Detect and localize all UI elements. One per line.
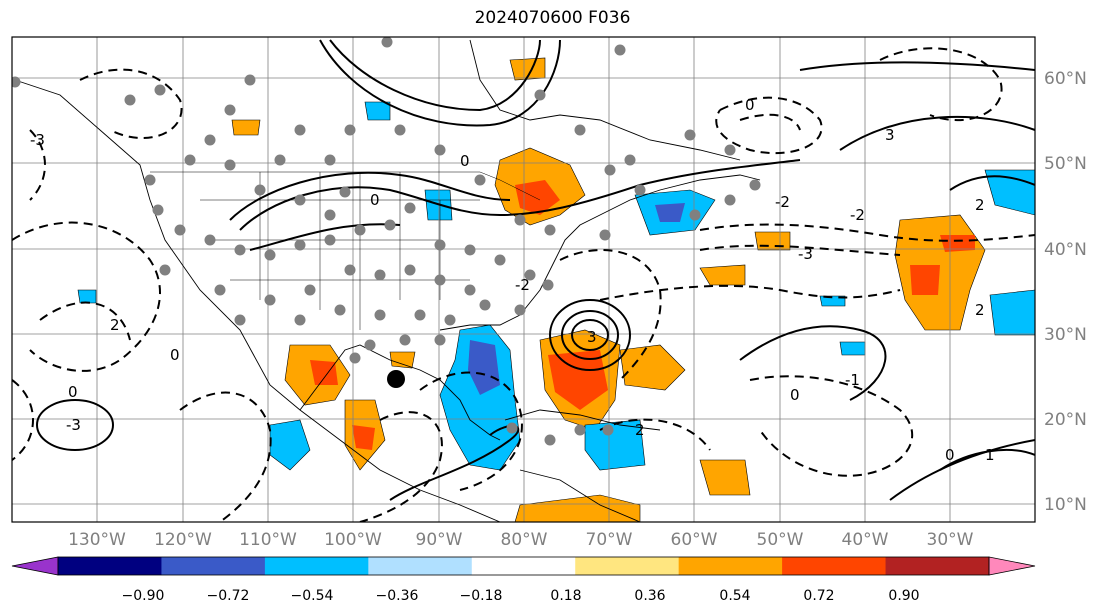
colorbar-tick-label: −0.18 (460, 588, 503, 604)
contour-label: 0 (68, 383, 78, 401)
station-markers (12, 37, 761, 446)
contour-label: 2 (975, 301, 985, 319)
contour-label: 0 (460, 152, 470, 170)
contour-label: 0 (370, 191, 380, 209)
colorbar-segment (58, 557, 162, 575)
graticule (12, 37, 1035, 522)
colorbar-segment (678, 557, 783, 575)
contour-label: 3 (885, 126, 895, 144)
contour-label: -3 (66, 416, 81, 434)
latitude-labels: 60°N 50°N 40°N 30°N 20°N 10°N (1044, 69, 1087, 515)
colorbar-segment (368, 557, 473, 575)
contour-label: -1 (845, 371, 860, 389)
chart-title: 2024070600 F036 (474, 8, 631, 28)
lon-label: 30°W (927, 530, 974, 550)
colorbar-segment (782, 557, 887, 575)
lat-label: 10°N (1044, 495, 1087, 515)
contour-label: 0 (745, 96, 755, 114)
lat-label: 30°N (1044, 325, 1087, 345)
lon-label: 80°W (501, 530, 548, 550)
colorbar-segment (264, 557, 369, 575)
contour-lines (36, 39, 1035, 501)
colorbar-ticks: −0.90 −0.72 −0.54 −0.36 −0.18 0.18 0.36 … (122, 588, 920, 604)
contour-label-layer: 3 -3 0 0 0 -2 -2 -3 3 2 -1 0 0 1 2 2 2 0… (30, 96, 995, 464)
contour-label: 2 (110, 316, 120, 334)
map-panel: 3 -3 0 0 0 -2 -2 -3 3 2 -1 0 0 1 2 2 2 0… (12, 37, 1035, 522)
contour-label: -3 (798, 245, 813, 263)
colorbar-tick-label: 0.18 (550, 588, 581, 604)
contour-label: 3 (587, 328, 597, 346)
lon-label: 60°W (671, 530, 718, 550)
colorbar-segment (575, 557, 680, 575)
lat-label: 40°N (1044, 240, 1087, 260)
contour-label: 1 (985, 446, 995, 464)
contour-lines-dashed (12, 47, 1035, 522)
contour-label: 0 (790, 386, 800, 404)
contour-label: 0 (945, 446, 955, 464)
colorbar-tick-label: 0.54 (719, 588, 750, 604)
storm-center-marker (387, 370, 405, 388)
colorbar-tick-label: −0.90 (122, 588, 165, 604)
lon-label: 100°W (324, 530, 382, 550)
map-frame (11, 36, 1036, 523)
lon-label: 110°W (239, 530, 297, 550)
contour-label: 2 (635, 421, 645, 439)
colorbar-tick-label: −0.36 (376, 588, 419, 604)
colorbar (11, 556, 1036, 576)
colorbar-frame (57, 556, 990, 576)
colorbar-tick-label: 0.36 (634, 588, 665, 604)
contour-label: -3 (30, 131, 45, 149)
lon-label: 50°W (757, 530, 804, 550)
contour-label: -2 (850, 206, 865, 224)
colorbar-extension-high (988, 556, 1036, 576)
lat-label: 60°N (1044, 69, 1087, 89)
lon-label: 90°W (416, 530, 463, 550)
colorbar-extension-low (11, 556, 59, 576)
lon-label: 40°W (842, 530, 889, 550)
lon-label: 70°W (586, 530, 633, 550)
lat-label: 20°N (1044, 410, 1087, 430)
shaded-anomalies (77, 57, 1035, 522)
colorbar-segment (471, 557, 576, 575)
colorbar-tick-label: −0.54 (291, 588, 334, 604)
colorbar-segment (161, 557, 266, 575)
colorbar-tick-label: 0.90 (888, 588, 919, 604)
longitude-labels: 130°W 120°W 110°W 100°W 90°W 80°W 70°W 6… (68, 530, 974, 550)
lon-label: 130°W (68, 530, 126, 550)
contour-label: 0 (170, 346, 180, 364)
contour-label: -2 (775, 193, 790, 211)
lon-label: 120°W (154, 530, 212, 550)
colorbar-tick-label: −0.72 (207, 588, 250, 604)
contour-label: -2 (515, 276, 530, 294)
colorbar-tick-label: 0.72 (803, 588, 834, 604)
contour-label: 2 (975, 196, 985, 214)
coastlines (14, 39, 761, 522)
lat-label: 50°N (1044, 154, 1087, 174)
colorbar-segment (885, 557, 990, 575)
